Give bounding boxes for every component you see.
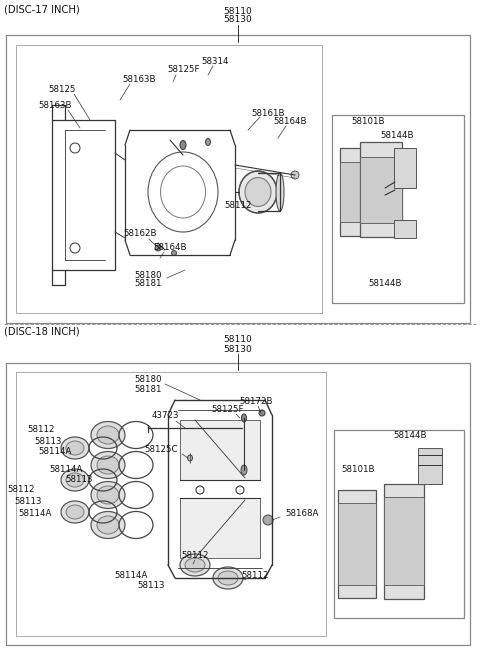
Text: 58114A: 58114A (49, 464, 83, 474)
Ellipse shape (97, 426, 119, 444)
Ellipse shape (213, 567, 243, 589)
Text: 58113: 58113 (35, 436, 62, 445)
Text: 58112: 58112 (224, 200, 252, 210)
Bar (338, 490, 376, 598)
Bar (384, 497, 424, 585)
Ellipse shape (171, 250, 177, 255)
Bar (340, 148, 382, 236)
Text: 58114A: 58114A (19, 510, 52, 519)
Text: 58101B: 58101B (341, 466, 375, 474)
Text: 58112: 58112 (241, 572, 269, 580)
Text: 58113: 58113 (65, 476, 93, 485)
Bar (394, 220, 416, 238)
Text: 58110: 58110 (224, 335, 252, 345)
Text: 58125C: 58125C (144, 445, 178, 455)
Bar (418, 448, 442, 484)
Text: 58144B: 58144B (368, 280, 402, 288)
Ellipse shape (188, 455, 192, 461)
Ellipse shape (239, 171, 277, 213)
Ellipse shape (291, 171, 299, 179)
Text: 58163B: 58163B (122, 75, 156, 84)
Ellipse shape (245, 178, 271, 206)
Text: 58180: 58180 (134, 375, 162, 384)
Text: 58125F: 58125F (212, 405, 244, 415)
Ellipse shape (61, 437, 89, 459)
Text: (DISC-18 INCH): (DISC-18 INCH) (4, 327, 80, 337)
Ellipse shape (97, 456, 119, 474)
Ellipse shape (276, 173, 284, 211)
Text: 58113: 58113 (14, 498, 42, 506)
Text: 58164B: 58164B (273, 117, 307, 126)
Text: 58112: 58112 (27, 426, 55, 434)
Text: 58110: 58110 (224, 7, 252, 16)
Bar (360, 157, 402, 223)
Text: 43723: 43723 (151, 411, 179, 421)
Ellipse shape (66, 505, 84, 519)
Text: 58130: 58130 (224, 16, 252, 24)
Ellipse shape (91, 512, 125, 538)
Ellipse shape (241, 465, 247, 475)
Ellipse shape (180, 141, 186, 149)
Ellipse shape (61, 501, 89, 523)
Text: 58112: 58112 (181, 552, 209, 561)
Ellipse shape (91, 481, 125, 508)
Ellipse shape (66, 473, 84, 487)
Text: 58113: 58113 (137, 582, 165, 591)
Ellipse shape (61, 469, 89, 491)
Text: 58125: 58125 (48, 86, 76, 94)
Ellipse shape (218, 571, 238, 585)
Ellipse shape (97, 486, 119, 504)
Text: 58112: 58112 (8, 485, 35, 495)
Bar (180, 498, 260, 558)
Ellipse shape (205, 138, 211, 145)
Bar (6, 35, 470, 323)
Bar (16, 45, 322, 313)
Ellipse shape (185, 558, 205, 572)
Text: 58144B: 58144B (380, 132, 414, 141)
Bar (360, 142, 402, 237)
Ellipse shape (259, 410, 265, 416)
Text: 58181: 58181 (134, 280, 162, 288)
Text: 58114A: 58114A (115, 571, 148, 580)
Bar (338, 503, 376, 585)
Text: 58180: 58180 (134, 271, 162, 280)
Text: 58130: 58130 (224, 345, 252, 354)
Ellipse shape (66, 441, 84, 455)
Text: 58144B: 58144B (393, 432, 427, 441)
Text: 58163B: 58163B (38, 102, 72, 111)
Text: 58181: 58181 (134, 384, 162, 394)
Text: 58314: 58314 (201, 56, 229, 66)
Text: 58125F: 58125F (168, 66, 200, 75)
Bar (394, 148, 416, 188)
Bar (384, 484, 424, 599)
Text: 58172B: 58172B (239, 396, 273, 405)
Bar (180, 420, 260, 480)
Text: 58164B: 58164B (153, 242, 187, 252)
Text: 58161B: 58161B (251, 109, 285, 117)
Ellipse shape (97, 516, 119, 534)
Ellipse shape (91, 422, 125, 449)
Bar (340, 162, 382, 222)
Text: 58162B: 58162B (123, 229, 157, 238)
Bar (332, 115, 464, 303)
Ellipse shape (180, 554, 210, 576)
Text: 58168A: 58168A (285, 508, 318, 517)
Ellipse shape (155, 245, 161, 251)
Text: (DISC-17 INCH): (DISC-17 INCH) (4, 5, 80, 15)
Ellipse shape (91, 451, 125, 479)
Bar (334, 430, 464, 618)
Bar (16, 372, 326, 636)
Text: 58114A: 58114A (38, 447, 72, 457)
Bar (6, 363, 470, 645)
Ellipse shape (241, 414, 247, 422)
Text: 58101B: 58101B (351, 117, 385, 126)
Circle shape (263, 515, 273, 525)
